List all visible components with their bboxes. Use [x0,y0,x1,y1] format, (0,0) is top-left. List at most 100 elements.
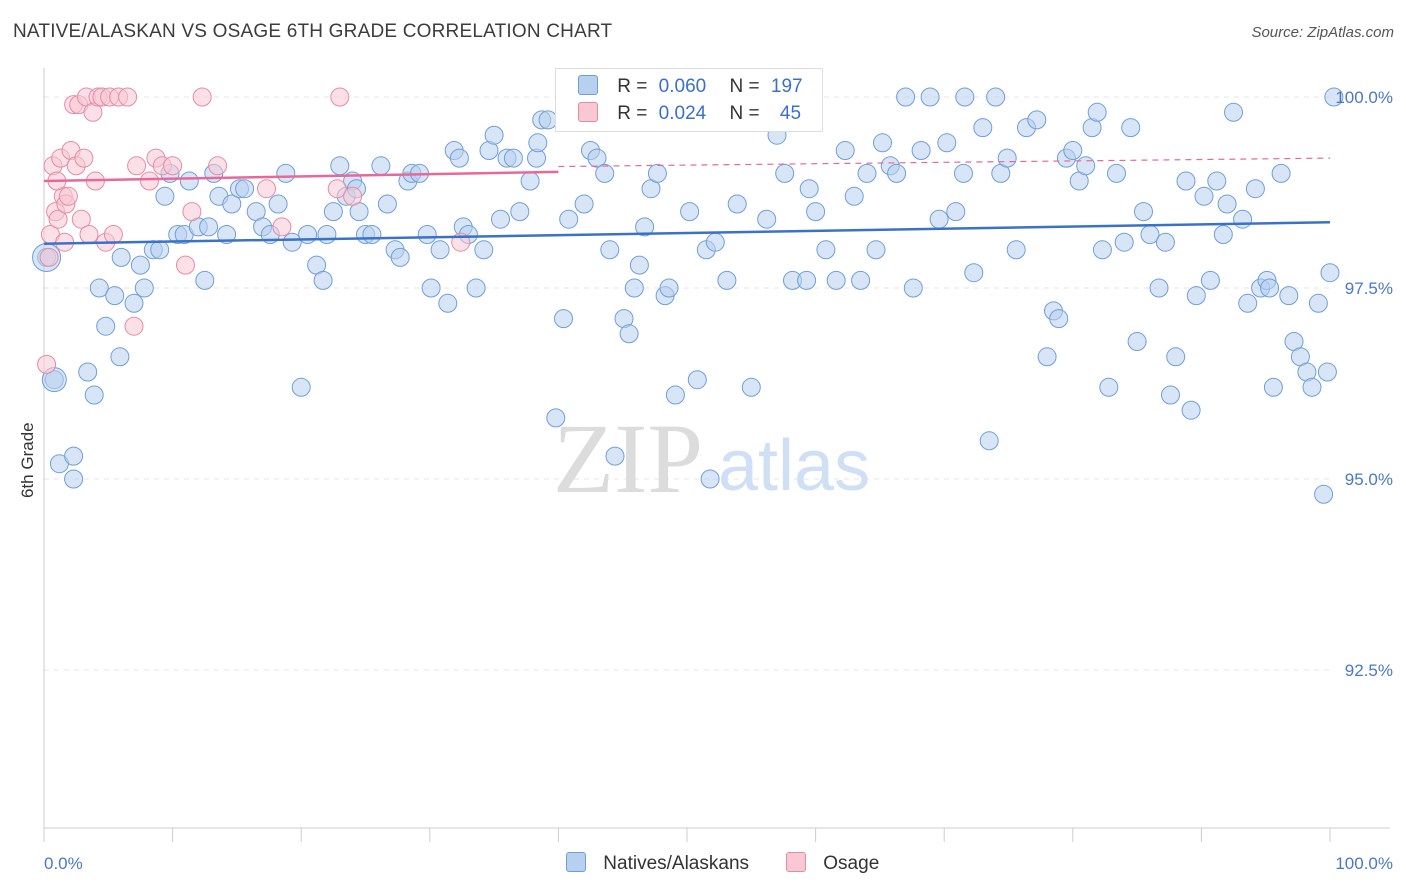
data-point [835,141,855,160]
data-point [659,278,679,298]
watermark: ZIP atlas [553,403,870,514]
data-point [330,156,350,176]
r-label: R = [617,76,648,97]
data-point [799,179,819,199]
data-point [327,179,347,199]
data-point [155,186,175,206]
natives-legend-swatch-icon [566,852,586,872]
data-point [1324,87,1344,107]
data-point [421,278,441,298]
data-point [806,202,826,222]
data-point [1099,377,1119,397]
data-point [1207,171,1227,191]
data-point [96,316,116,336]
data-point [377,194,397,214]
data-point [176,255,195,275]
osage-n-value: 45 [779,103,802,124]
data-point [717,270,737,290]
data-point [775,163,795,183]
data-point [371,156,391,176]
data-point [417,225,437,244]
data-point [317,225,337,244]
data-point [276,163,296,183]
data-point [528,133,548,153]
data-point [1134,202,1153,222]
data-point [268,194,288,214]
data-point [390,247,410,267]
data-point [1263,377,1283,397]
data-point [235,179,255,199]
data-point [574,194,594,214]
data-point [955,87,975,107]
data-point [911,141,931,160]
data-point [130,255,150,275]
osage-legend-swatch-icon [786,852,806,872]
data-point [1087,102,1107,122]
data-point [199,217,219,237]
data-point [1245,179,1265,199]
data-point [619,324,639,344]
data-point [873,133,892,153]
data-point [680,202,700,222]
data-point [84,385,104,405]
watermark-atlas: atlas [718,426,870,506]
data-point [1076,156,1096,176]
osage-swatch-icon [578,102,598,122]
natives-n-value: 197 [770,76,803,97]
data-point [118,87,138,107]
x-tick-label: 100.0% [1335,854,1393,873]
y-tick-label: 97.5% [1345,279,1393,298]
data-point [595,163,615,183]
chart-source: Source: ZipAtlas.com [1251,24,1394,41]
data-point [503,148,523,168]
data-point [192,87,212,107]
stats-box: R = 0.060 N = 197 R = 0.024 N = 45 [555,68,823,132]
y-tick-label: 92.5% [1345,661,1393,680]
data-point [1166,347,1186,367]
data-point [140,171,159,191]
natives-trend-line [43,221,1331,245]
data-point [1217,194,1237,214]
osage-points [37,87,471,374]
data-point [1006,240,1026,260]
data-point [74,148,94,168]
natives-points [32,87,1344,504]
data-point [491,209,510,229]
data-point [1092,240,1112,260]
data-point [1127,332,1147,351]
data-point [816,240,836,260]
data-point [124,293,144,313]
data-point [222,194,242,214]
legend-item-natives[interactable]: Natives/Alaskans [566,852,749,875]
natives-swatch-icon [578,75,598,95]
data-point [291,377,311,397]
x-tick-label: 0.0% [44,854,83,873]
data-point [973,118,993,138]
data-point [587,148,607,168]
legend-label-osage: Osage [823,853,880,874]
data-point [1176,171,1196,191]
data-point [797,270,817,290]
data-point [466,278,486,298]
data-point [438,293,458,313]
data-point [624,278,644,298]
data-point [163,156,183,176]
data-point [510,202,530,222]
data-point [826,270,846,290]
data-point [1149,278,1169,298]
data-point [64,446,84,466]
data-point [554,309,573,329]
data-point [1233,209,1253,229]
osage-r-value: 0.024 [658,103,707,124]
data-point [964,263,984,283]
data-point [1308,293,1328,313]
data-point [647,163,667,183]
data-point [474,240,494,260]
data-point [920,87,940,107]
data-point [986,87,1006,107]
tick-labels: 100.0% 97.5% 95.0% 92.5% 0.0% 100.0% [44,88,1393,873]
legend-item-osage[interactable]: Osage [786,852,879,875]
data-point [705,232,725,252]
data-point [1155,232,1175,252]
data-point [1200,270,1220,290]
